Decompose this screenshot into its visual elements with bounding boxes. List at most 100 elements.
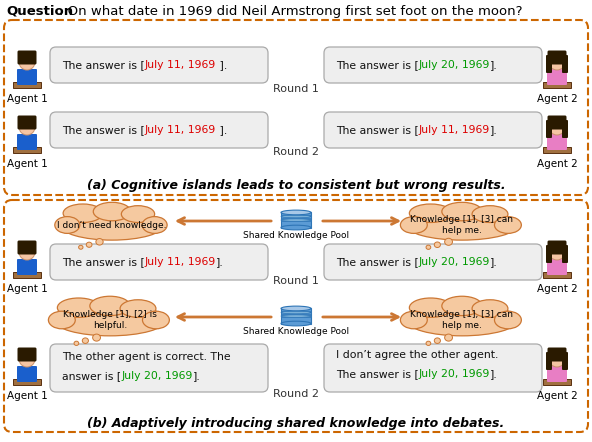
Text: The answer is [: The answer is [ — [336, 369, 419, 379]
FancyBboxPatch shape — [546, 352, 552, 370]
FancyBboxPatch shape — [18, 115, 37, 130]
Ellipse shape — [86, 242, 92, 248]
Ellipse shape — [494, 311, 522, 329]
Text: The answer is [: The answer is [ — [336, 125, 419, 135]
Ellipse shape — [435, 242, 440, 248]
Text: The answer is [: The answer is [ — [62, 125, 145, 135]
Text: Agent 1: Agent 1 — [7, 159, 47, 169]
Text: answer is [: answer is [ — [62, 371, 121, 381]
Text: ].: ]. — [490, 125, 498, 135]
FancyBboxPatch shape — [546, 55, 552, 73]
Text: July 11, 1969: July 11, 1969 — [145, 125, 216, 135]
Ellipse shape — [409, 204, 452, 222]
Circle shape — [549, 244, 565, 260]
FancyBboxPatch shape — [547, 134, 567, 150]
Ellipse shape — [406, 304, 518, 336]
Ellipse shape — [406, 210, 518, 240]
Ellipse shape — [442, 296, 482, 316]
Ellipse shape — [79, 245, 83, 249]
Ellipse shape — [445, 334, 452, 341]
Bar — [13, 147, 41, 153]
Text: July 11, 1969: July 11, 1969 — [145, 60, 216, 70]
Text: ].: ]. — [216, 125, 227, 135]
Ellipse shape — [54, 304, 166, 336]
Text: ].: ]. — [216, 60, 227, 70]
Circle shape — [549, 54, 565, 70]
Ellipse shape — [281, 306, 311, 311]
Ellipse shape — [426, 341, 431, 346]
Ellipse shape — [74, 341, 79, 346]
Text: July 11, 1969: July 11, 1969 — [145, 257, 216, 267]
FancyBboxPatch shape — [562, 120, 568, 138]
FancyBboxPatch shape — [18, 50, 37, 65]
Text: July 20, 1969: July 20, 1969 — [419, 257, 490, 267]
Text: Agent 1: Agent 1 — [7, 391, 47, 401]
Ellipse shape — [281, 315, 311, 317]
FancyBboxPatch shape — [50, 47, 268, 83]
FancyBboxPatch shape — [17, 134, 37, 150]
Bar — [281, 215, 311, 218]
Circle shape — [19, 351, 35, 367]
FancyBboxPatch shape — [548, 347, 567, 362]
Ellipse shape — [281, 215, 311, 218]
Text: (a) Cognitive islands leads to consistent but wrong results.: (a) Cognitive islands leads to consisten… — [86, 179, 506, 193]
Bar — [281, 309, 311, 324]
Ellipse shape — [281, 321, 311, 326]
Ellipse shape — [92, 334, 101, 341]
Bar — [543, 272, 571, 278]
Ellipse shape — [121, 206, 155, 222]
Ellipse shape — [55, 217, 80, 233]
Bar — [281, 213, 311, 228]
FancyBboxPatch shape — [548, 50, 567, 65]
Ellipse shape — [120, 300, 156, 317]
Text: ].: ]. — [192, 371, 200, 381]
FancyBboxPatch shape — [50, 244, 268, 280]
Text: : On what date in 1969 did Neil Armstrong first set foot on the moon?: : On what date in 1969 did Neil Armstron… — [59, 4, 523, 18]
Ellipse shape — [426, 245, 431, 249]
Ellipse shape — [49, 311, 75, 329]
Bar — [13, 272, 41, 278]
Text: Agent 2: Agent 2 — [536, 391, 577, 401]
Text: The answer is [: The answer is [ — [336, 60, 419, 70]
Ellipse shape — [63, 204, 102, 222]
Text: Round 2: Round 2 — [273, 147, 319, 157]
FancyBboxPatch shape — [324, 344, 542, 392]
Text: July 20, 1969: July 20, 1969 — [419, 60, 490, 70]
Ellipse shape — [57, 298, 100, 317]
Ellipse shape — [472, 300, 508, 317]
Text: ].: ]. — [490, 60, 498, 70]
Text: July 20, 1969: July 20, 1969 — [419, 369, 490, 379]
Ellipse shape — [143, 311, 169, 329]
FancyBboxPatch shape — [17, 366, 37, 382]
FancyBboxPatch shape — [562, 55, 568, 73]
Ellipse shape — [281, 311, 311, 314]
FancyBboxPatch shape — [18, 347, 37, 362]
FancyBboxPatch shape — [18, 240, 37, 255]
Ellipse shape — [472, 206, 508, 222]
FancyBboxPatch shape — [324, 112, 542, 148]
Text: Question: Question — [6, 4, 73, 18]
Text: Round 1: Round 1 — [273, 84, 319, 94]
Ellipse shape — [281, 219, 311, 221]
Bar — [13, 379, 41, 385]
Ellipse shape — [281, 210, 311, 215]
Ellipse shape — [82, 338, 88, 343]
Text: Agent 2: Agent 2 — [536, 94, 577, 104]
Circle shape — [549, 351, 565, 367]
Ellipse shape — [142, 217, 167, 233]
Ellipse shape — [400, 217, 427, 233]
Bar — [281, 311, 311, 314]
Bar — [543, 147, 571, 153]
Bar — [13, 82, 41, 88]
Text: I don’t need knowledge.: I don’t need knowledge. — [57, 221, 167, 229]
Ellipse shape — [90, 296, 130, 316]
Circle shape — [19, 244, 35, 260]
Ellipse shape — [60, 210, 164, 240]
Text: Round 2: Round 2 — [273, 389, 319, 399]
Text: Agent 1: Agent 1 — [7, 284, 47, 294]
Ellipse shape — [409, 298, 452, 317]
FancyBboxPatch shape — [547, 366, 567, 382]
Ellipse shape — [494, 217, 522, 233]
Text: The other agent is correct. The: The other agent is correct. The — [62, 352, 231, 362]
Text: Knowledge [1], [3] can
help me.: Knowledge [1], [3] can help me. — [410, 310, 513, 330]
